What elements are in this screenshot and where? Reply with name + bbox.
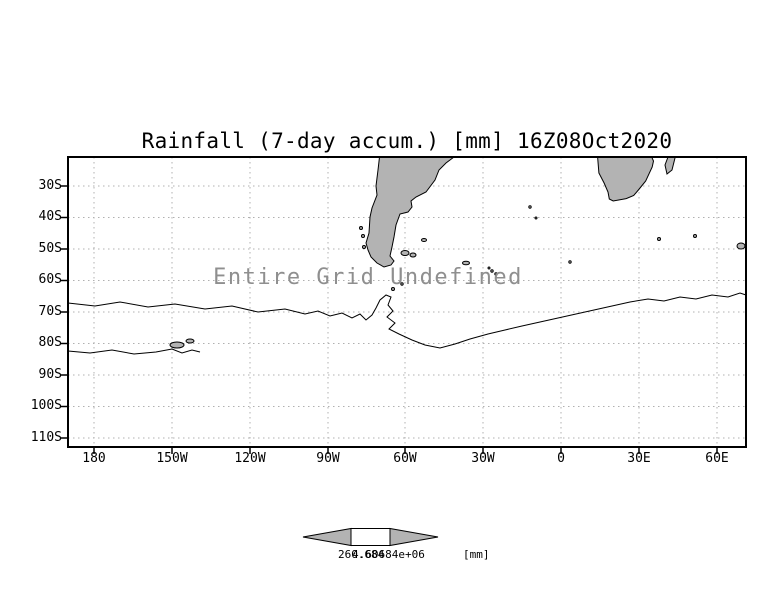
coastline-southern-africa [597,156,655,202]
x-tick-label-90w: 90W [316,451,340,466]
antarctica-coastline [67,292,747,355]
x-tick-label-30w: 30W [471,451,495,466]
chilean-archipelago-speck-2 [359,226,363,230]
crozet-island-speck [693,234,697,238]
y-tick-label-60s: 60S [38,272,62,287]
south-georgia-island [462,260,470,266]
antarctica-ross-coast [67,348,201,355]
grid-undefined-annotation: Entire Grid Undefined [213,265,523,290]
colorbar-label-left: 260.684 [338,548,385,561]
x-tick-label-60w: 60W [393,451,417,466]
colorbar-label-right: 4.60684e+06 [352,548,425,561]
south-sandwich-speck-3 [487,266,491,270]
plot-frame [67,156,747,448]
plot-title: Rainfall (7-day accum.) [mm] 16Z08Oct202… [141,129,673,153]
small-island [421,238,427,242]
antarctica-main-coast [67,292,747,349]
colorbar-middle-box [350,528,391,546]
plot-frame-group [61,156,747,454]
tristan-island-speck [528,205,532,209]
coastline-madagascar-tip [664,156,676,175]
colorbar-units-label: [mm] [463,548,490,561]
y-tick-label-80s: 80S [38,335,62,350]
ross-sea-island [169,341,185,349]
falkland-islands-east [409,252,417,258]
y-tick-label-50s: 50S [38,241,62,256]
y-tick-label-100s: 100S [30,398,62,413]
coastlines [169,156,746,349]
gough-island-speck [534,216,538,220]
x-tick-label-30e: 30E [627,451,651,466]
x-tick-label-180: 180 [82,451,106,466]
colorbar-right-arrow [389,527,439,547]
ross-sea-island-2 [185,338,195,344]
y-tick-label-90s: 90S [38,367,62,382]
y-tick-label-110s: 110S [30,430,62,445]
y-tick-label-30s: 30S [38,178,62,193]
south-sandwich-speck [490,269,494,273]
coastline-south-america [365,156,456,268]
peninsula-offshore-speck [391,287,395,291]
bouvet-island-speck [568,260,572,264]
falkland-islands [400,250,410,256]
y-tick-label-70s: 70S [38,304,62,319]
colorbar-left-arrow [302,527,352,547]
y-tick-label-40s: 40S [38,209,62,224]
x-tick-label-150w: 150W [156,451,188,466]
x-tick-label-60e: 60E [705,451,729,466]
chilean-archipelago-speck-3 [362,245,366,249]
colorbar [302,527,439,547]
kerguelen-island [736,242,746,250]
chilean-archipelago-speck [361,234,365,238]
x-tick-label-0: 0 [557,451,565,466]
peninsula-offshore-speck-2 [400,282,404,286]
marion-island-speck [657,237,661,241]
south-sandwich-speck-2 [494,272,498,276]
axis-tick-marks [61,185,718,454]
x-tick-label-120w: 120W [234,451,266,466]
